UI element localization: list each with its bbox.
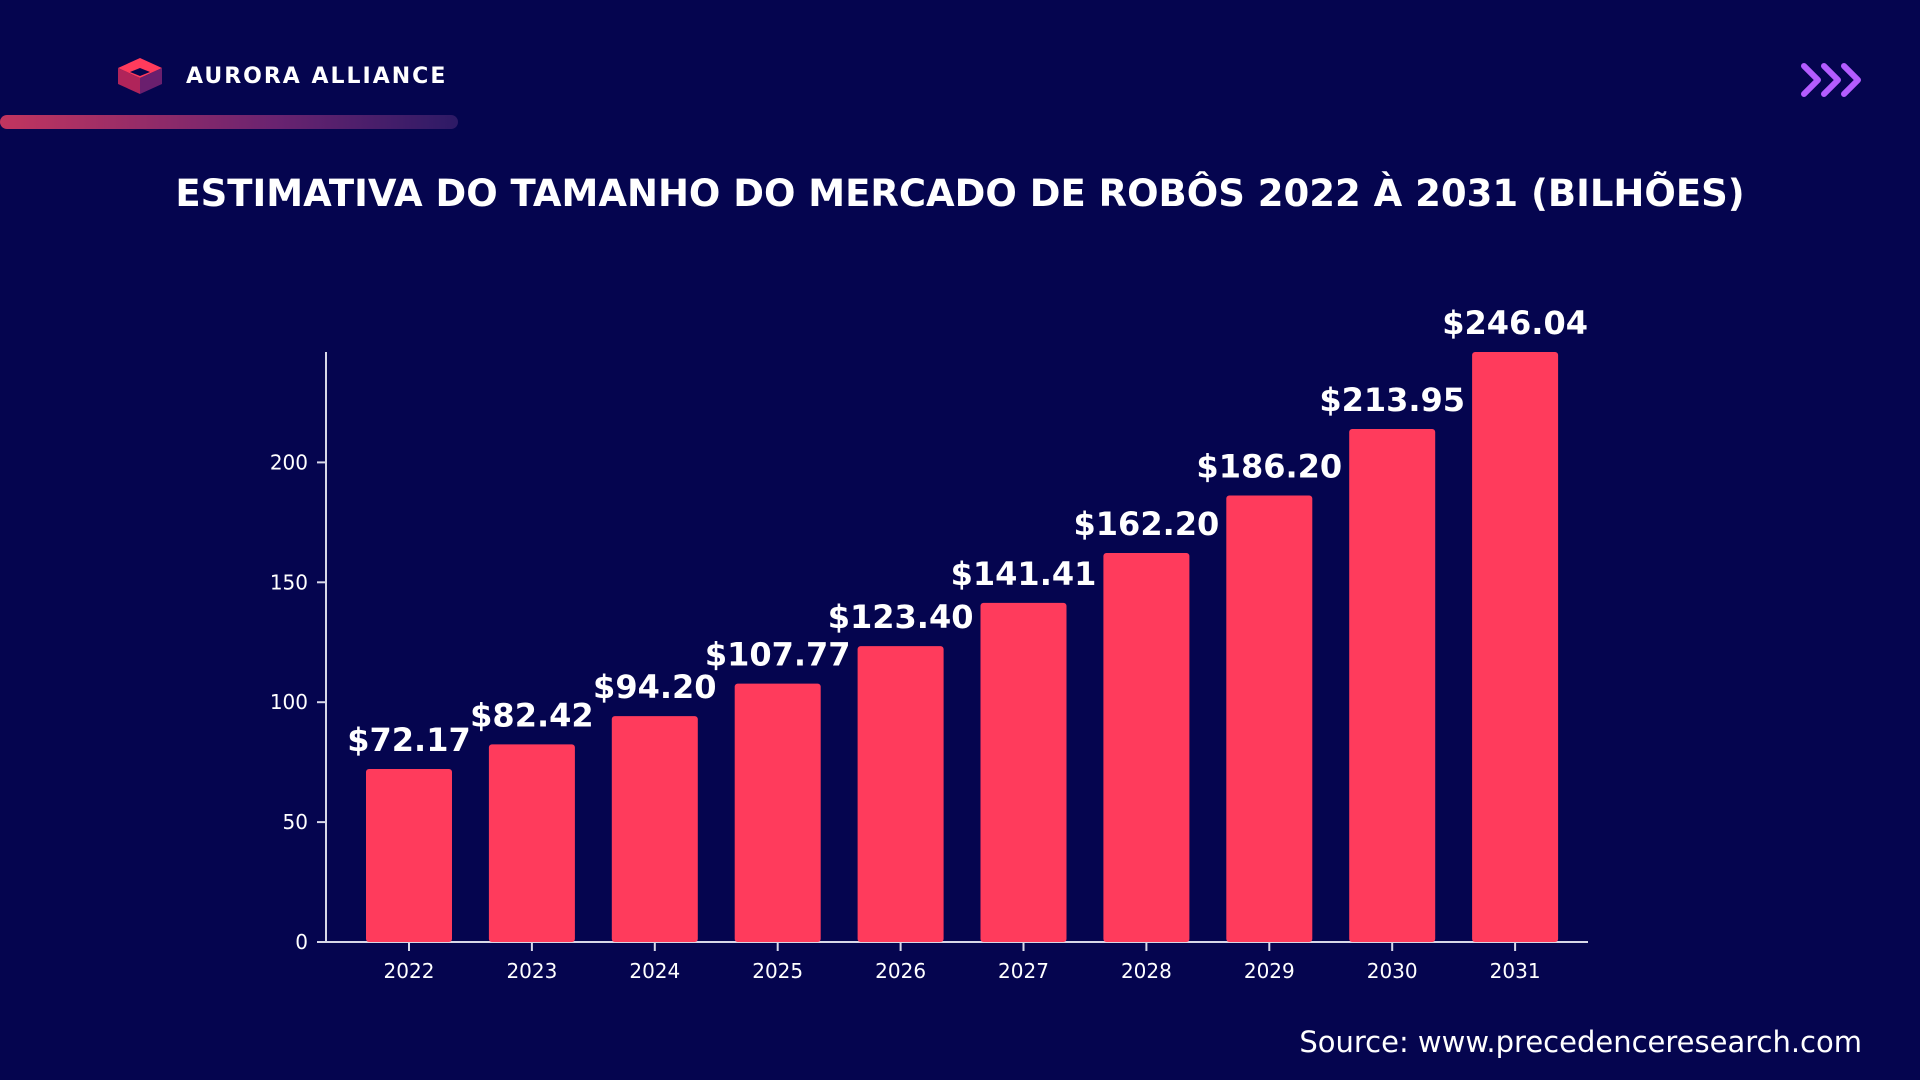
y-tick-label: 150 <box>270 570 308 594</box>
data-label: $246.04 <box>1442 304 1588 342</box>
bar <box>611 716 698 942</box>
y-tick-label: 200 <box>270 450 308 474</box>
x-tick-label: 2027 <box>998 959 1049 983</box>
bar <box>488 744 575 942</box>
accent-bar <box>0 115 458 129</box>
x-tick-label: 2031 <box>1490 959 1541 983</box>
data-label: $94.20 <box>593 668 716 706</box>
bar <box>366 768 452 942</box>
data-label: $141.41 <box>951 555 1097 593</box>
cube-logo-icon <box>118 58 162 94</box>
bar <box>980 602 1067 942</box>
bar <box>734 683 821 942</box>
brand-name: AURORA ALLIANCE <box>186 63 448 89</box>
y-tick-label: 0 <box>295 930 308 954</box>
x-tick-label: 2022 <box>384 959 435 983</box>
y-tick-label: 100 <box>270 690 308 714</box>
triple-chevron-right-icon <box>1801 63 1861 97</box>
bar <box>1226 495 1313 942</box>
data-label: $186.20 <box>1196 447 1342 485</box>
data-label: $82.42 <box>470 696 593 734</box>
data-label: $107.77 <box>705 636 851 674</box>
bar <box>1472 352 1559 942</box>
data-label: $123.40 <box>828 598 974 636</box>
data-label: $162.20 <box>1074 505 1220 543</box>
x-tick-label: 2023 <box>506 959 557 983</box>
x-tick-label: 2028 <box>1121 959 1172 983</box>
brand: AURORA ALLIANCE <box>116 56 447 96</box>
x-tick-label: 2030 <box>1367 959 1418 983</box>
bar <box>857 646 944 942</box>
y-tick-label: 50 <box>283 810 308 834</box>
x-tick-label: 2026 <box>875 959 926 983</box>
chart-title: ESTIMATIVA DO TAMANHO DO MERCADO DE ROBÔ… <box>175 172 1745 215</box>
x-tick-label: 2024 <box>629 959 680 983</box>
data-label: $72.17 <box>347 721 470 759</box>
bar <box>1103 553 1190 942</box>
bar <box>1349 428 1436 942</box>
source-credit: Source: www.precedenceresearch.com <box>1299 1025 1862 1059</box>
x-tick-label: 2025 <box>752 959 803 983</box>
x-tick-label: 2029 <box>1244 959 1295 983</box>
data-label: $213.95 <box>1319 381 1465 419</box>
